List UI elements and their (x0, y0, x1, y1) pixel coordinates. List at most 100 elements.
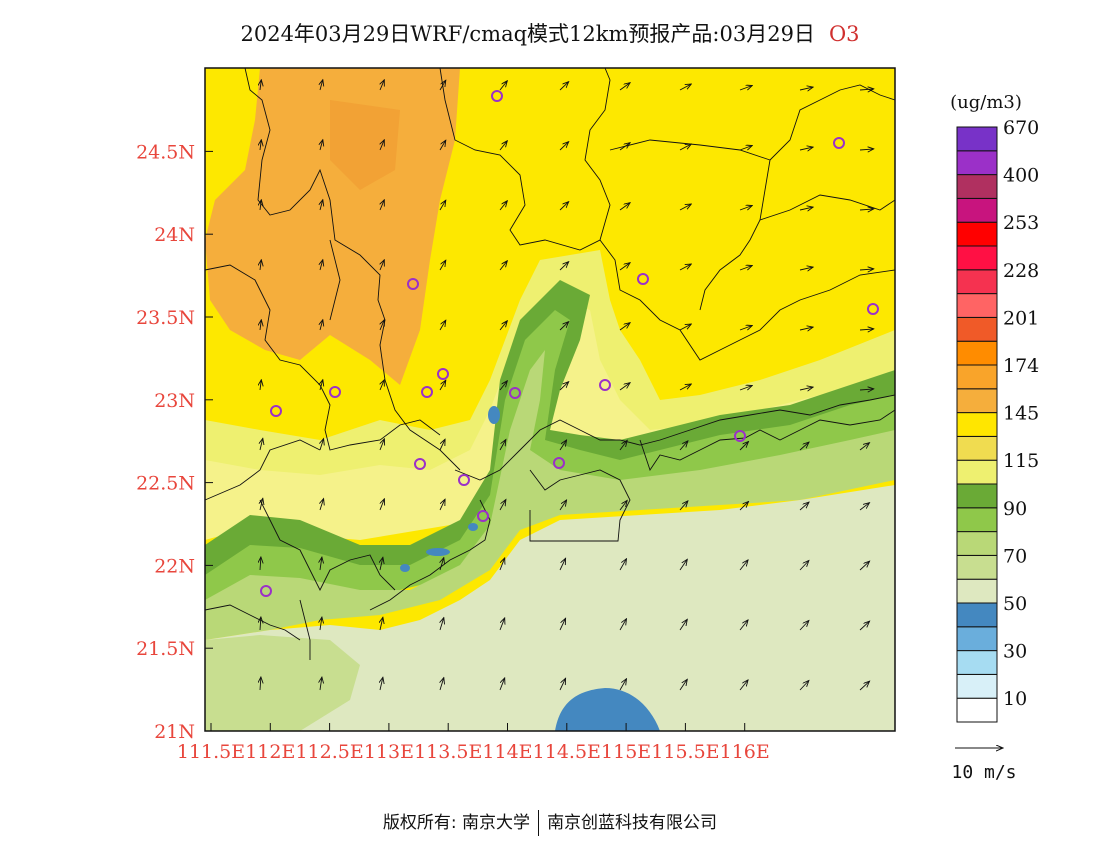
map-title: 2024年03月29日WRF/cmaq模式12km预报产品:03月29日 O3 (0, 18, 1100, 48)
wind-arrow (380, 80, 384, 91)
wind-arrow (799, 207, 813, 210)
legend-swatch (956, 507, 998, 533)
legend-label: 30 (1003, 641, 1027, 663)
wind-arrow (320, 200, 323, 211)
wind-arrow (739, 502, 749, 511)
legend-unit: (ug/m3) (950, 92, 1022, 113)
wind-arrow (499, 618, 505, 631)
wind-arrow (559, 440, 567, 451)
wind-arrow (679, 264, 691, 271)
legend-swatch (956, 126, 998, 152)
wind-arrow (619, 263, 630, 271)
wind-arrow (320, 499, 324, 511)
legend-label: 400 (1003, 165, 1039, 187)
wind-arrow (619, 440, 627, 451)
wind-arrow (440, 618, 444, 631)
wind-arrow (380, 557, 383, 571)
x-tick-label: 113E (364, 741, 414, 763)
legend-swatch (956, 531, 998, 556)
wind-arrow (260, 140, 261, 151)
x-tick-label: 113.5E (414, 741, 482, 763)
wind-arrow (739, 680, 748, 691)
legend-swatch (956, 245, 998, 271)
legend-swatch (956, 412, 998, 437)
legend-swatch (956, 221, 998, 247)
wind-arrow (439, 80, 446, 91)
wind-arrow (320, 677, 322, 691)
legend-swatch (956, 174, 998, 199)
wind-arrow (679, 559, 687, 571)
wind-arrow (260, 677, 261, 691)
wind-arrow (799, 327, 813, 330)
wind-arrow (559, 558, 566, 571)
legend-swatch (956, 697, 998, 723)
wind-arrow (799, 267, 813, 270)
footer-separator (538, 810, 540, 836)
legend-swatch (956, 316, 998, 342)
x-axis: 111.5E 112E 112.5E 113E 113.5E 114E 114.5E 115E… (177, 723, 770, 763)
boundary-lines (204, 67, 896, 660)
wind-arrow (439, 260, 446, 271)
wind-arrow (739, 206, 752, 211)
x-tick-label: 112.5E (295, 741, 363, 763)
wind-arrow (559, 618, 566, 631)
wind-arrow (799, 502, 809, 511)
wind-arrow (260, 617, 261, 631)
wind-arrow (260, 498, 263, 511)
x-tick-label: 115.5E (651, 741, 719, 763)
species-label: O3 (828, 22, 860, 46)
wind-arrow (799, 442, 809, 451)
legend-swatch (956, 602, 998, 628)
wind-arrow (859, 561, 870, 571)
wind-arrow (439, 499, 445, 511)
legend-swatch (956, 388, 998, 414)
wind-arrow (380, 260, 384, 271)
x-tick-label: 116E (720, 741, 770, 763)
wind-arrow (440, 558, 444, 571)
legend-swatch (956, 293, 998, 318)
wind-arrow (499, 201, 507, 211)
legend-label: 201 (1003, 307, 1039, 329)
wind-arrow (499, 558, 505, 571)
wind-arrow (619, 500, 627, 511)
wind-arrow (799, 621, 809, 631)
wind-arrow (739, 442, 749, 451)
y-tick-label: 22.5N (136, 473, 195, 495)
wind-arrow (679, 679, 687, 691)
legend-label: 90 (1003, 498, 1027, 520)
wind-arrow (859, 269, 874, 270)
wind-arrow (859, 389, 874, 390)
wind-arrow (379, 499, 384, 511)
wind-arrow (320, 320, 323, 331)
wind-arrow (619, 559, 627, 571)
wind-arrow (380, 200, 384, 211)
wind-arrow (739, 620, 748, 631)
wind-arrow (320, 557, 322, 571)
copyright-footer: 版权所有: 南京大学 南京创蓝科技有限公司 (0, 808, 1100, 836)
wind-arrow (499, 261, 507, 271)
legend-label: 253 (1003, 212, 1039, 234)
wind-arrow (859, 443, 870, 451)
wind-arrow (439, 439, 445, 451)
wind-arrow (739, 560, 748, 571)
x-tick-label: 114E (482, 741, 532, 763)
wind-arrow (559, 142, 569, 151)
wind-arrow (679, 324, 691, 331)
legend-swatch (956, 626, 998, 652)
wind-arrow (739, 266, 752, 271)
wind-arrow (260, 380, 261, 391)
wind-arrow (320, 140, 323, 151)
legend-swatch (956, 364, 998, 390)
wind-arrow (439, 200, 446, 211)
wind-arrow (260, 80, 261, 91)
wind-arrow (859, 209, 874, 210)
wind-arrow (799, 561, 809, 571)
legend-label: 670 (1003, 117, 1039, 139)
wind-arrow (799, 147, 813, 150)
wind-arrow (260, 200, 261, 211)
wind-arrow (559, 500, 567, 511)
x-tick-label: 111.5E (177, 741, 245, 763)
wind-arrow (260, 557, 261, 571)
wind-arrow (559, 322, 569, 331)
wind-arrow (619, 619, 627, 631)
